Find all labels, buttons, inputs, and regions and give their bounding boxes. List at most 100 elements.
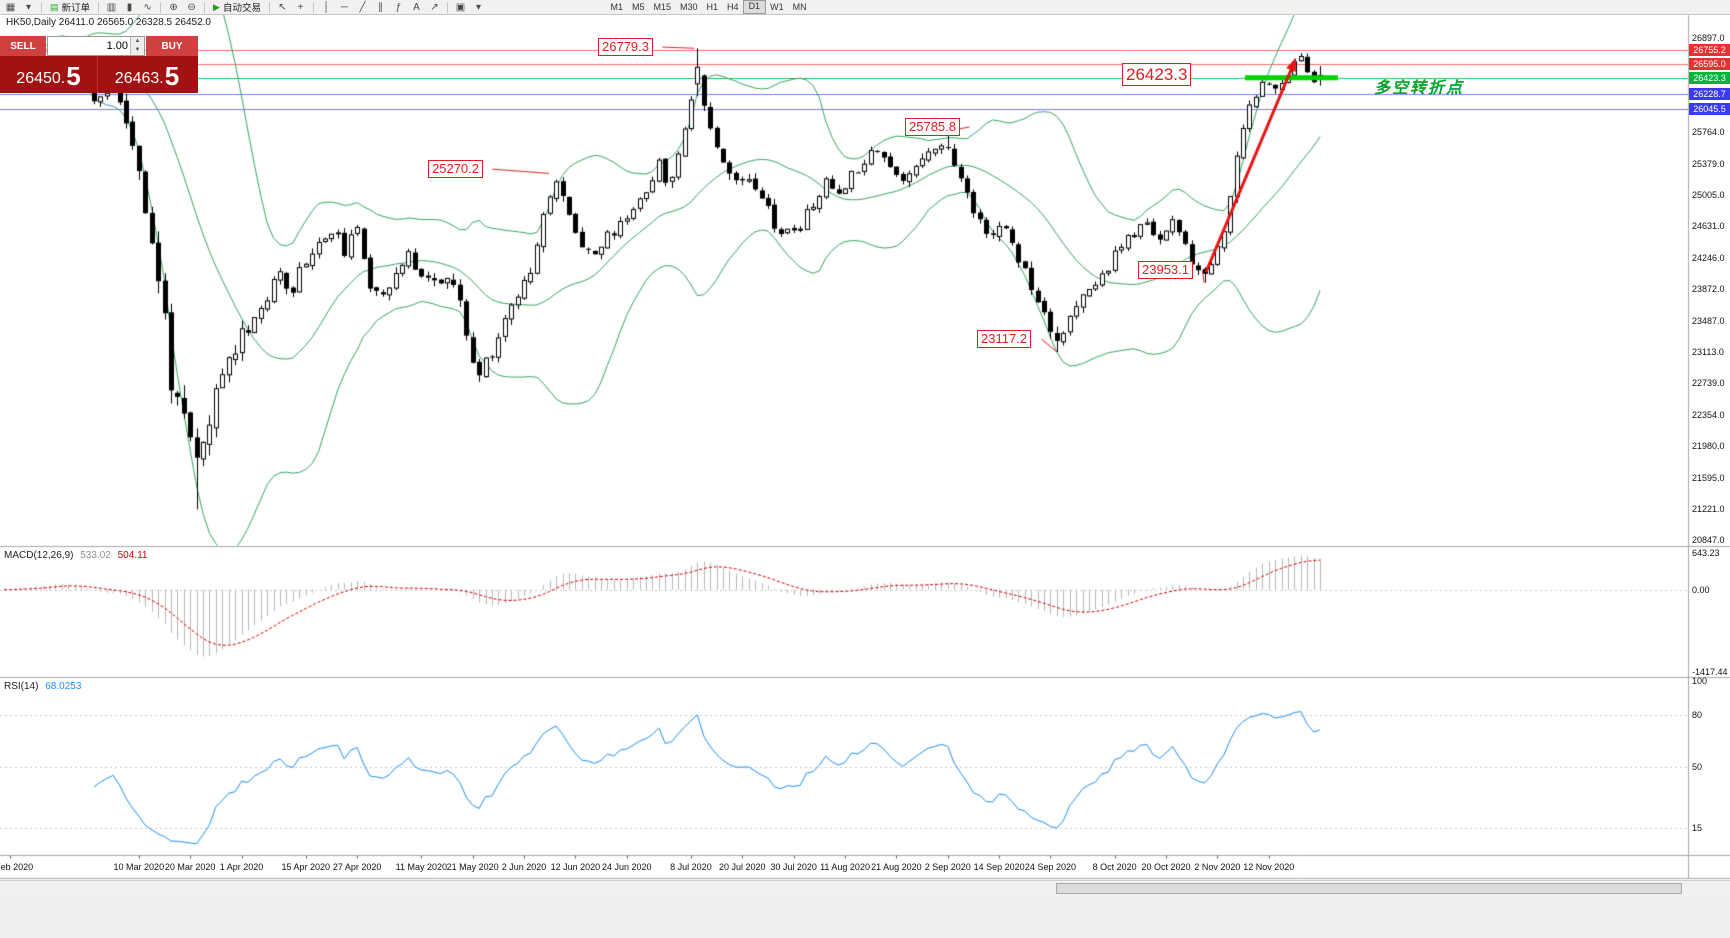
- volume-down-icon[interactable]: ▼: [131, 46, 144, 55]
- new-order-button[interactable]: ▤ 新订单: [46, 1, 94, 15]
- fibonacci-icon[interactable]: ƒ: [395, 1, 402, 13]
- rsi-axis-label: 50: [1692, 762, 1703, 772]
- chart-dropdown-icon[interactable]: ▾: [25, 1, 32, 13]
- cursor-icon[interactable]: ↖: [278, 1, 287, 13]
- toolbar-separator: [98, 1, 100, 13]
- price-axis-label: 25005.0: [1692, 190, 1725, 201]
- autotrading-button-label: 自动交易: [222, 3, 261, 14]
- buy-button[interactable]: BUY: [146, 36, 198, 56]
- price-axis-label: 24631.0: [1692, 221, 1725, 232]
- volume-input[interactable]: [48, 37, 130, 55]
- date-axis-label: 24 Sep 2020: [1024, 861, 1076, 872]
- date-axis-label: 8 Oct 2020: [1092, 861, 1137, 872]
- date-axis-label: 8 Jul 2020: [670, 861, 712, 872]
- date-axis-label: 2 Sep 2020: [924, 861, 971, 872]
- trendline-icon[interactable]: ╱: [359, 1, 366, 13]
- timeframe-m5[interactable]: M5: [631, 2, 645, 12]
- timeframe-m30[interactable]: M30: [680, 2, 698, 12]
- indicators-dropdown-icon[interactable]: ▾: [475, 1, 481, 13]
- price-axis-label: 23487.0: [1692, 316, 1725, 327]
- candlestick-chart-type-icon[interactable]: ▮: [126, 1, 133, 13]
- timeframe-m1[interactable]: M1: [610, 2, 623, 12]
- price-axis-label: 23113.0: [1692, 347, 1724, 358]
- date-axis-label: 12 Nov 2020: [1243, 861, 1295, 872]
- toolbar-separator: [268, 1, 270, 13]
- price-axis-label: 25764.0: [1692, 127, 1725, 138]
- price-callout: 26779.3: [598, 38, 653, 57]
- channel-icon[interactable]: ∥: [377, 1, 383, 13]
- zoom-in-icon[interactable]: ⊕: [169, 1, 178, 13]
- timeframe-h4[interactable]: H4: [727, 2, 739, 12]
- timeframe-h1[interactable]: H1: [706, 2, 719, 12]
- rsi-axis-label: 15: [1692, 822, 1703, 833]
- price-level-tag: 26595.0: [1689, 57, 1730, 70]
- price-level-tag: 26228.7: [1689, 87, 1730, 100]
- macd-axis-label: 0.00: [1692, 584, 1710, 595]
- vertical-line-icon[interactable]: │: [323, 1, 330, 13]
- rsi-axis-label: 80: [1692, 710, 1703, 721]
- date-axis-label: 11 May 2020: [395, 861, 447, 872]
- line-chart-type-icon[interactable]: ∿: [143, 1, 152, 13]
- symbol-ohlc-line: HK50,Daily 26411.0 26565.0 26328.5 26452…: [6, 17, 211, 28]
- date-axis-label: 21 May 2020: [446, 861, 499, 872]
- autotrading-button[interactable]: ▶ 自动交易: [209, 1, 265, 15]
- date-axis-label: 27 Apr 2020: [332, 861, 382, 872]
- macd-indicator-label: MACD(12,26,9) 533.02 504.11: [4, 550, 147, 561]
- indicators-icon[interactable]: ▣: [455, 1, 466, 13]
- macd-name: MACD(12,26,9): [4, 550, 74, 561]
- horizontal-scrollbar[interactable]: [0, 880, 1730, 896]
- price-axis-label: 21221.0: [1692, 504, 1725, 515]
- new-order-button-label: 新订单: [61, 3, 91, 14]
- new-chart-icon[interactable]: ▦: [5, 1, 16, 13]
- price-axis-label: 22739.0: [1692, 378, 1725, 389]
- text-label-icon[interactable]: A: [413, 1, 420, 13]
- crosshair-icon[interactable]: +: [297, 1, 304, 13]
- date-axis-label: 12 Jun 2020: [550, 861, 601, 872]
- volume-field: ▲ ▼: [47, 36, 145, 56]
- rsi-indicator-label: RSI(14) 68.0253: [4, 681, 81, 692]
- price-axis-label: 25379.0: [1692, 159, 1725, 170]
- macd-signal-value: 504.11: [117, 550, 148, 561]
- volume-up-icon[interactable]: ▲: [131, 37, 144, 46]
- buy-price-pip: 5: [164, 61, 180, 91]
- price-callout: 23953.1: [1138, 261, 1193, 280]
- date-axis-label: 20 Jul 2020: [719, 861, 766, 872]
- date-axis-label: 2 Jun 2020: [501, 861, 547, 872]
- toolbar-separator: [160, 1, 162, 13]
- sell-price[interactable]: 26450. 5: [0, 56, 98, 93]
- volume-spinner[interactable]: ▲ ▼: [130, 37, 144, 55]
- scrollbar-thumb[interactable]: [1056, 883, 1682, 894]
- buy-price[interactable]: 26463. 5: [98, 56, 196, 93]
- price-axis-label: 24246.0: [1692, 253, 1725, 264]
- date-axis-label: 30 Jul 2020: [770, 861, 817, 872]
- toolbar-separator: [41, 1, 42, 13]
- toolbar: ▦ ▾ ▤ 新订单 ▥ ▮ ∿ ⊕ ⊖ ▶ 自动交易 ↖ + │ ─ ╱ ∥ ƒ A ↗ ▣ ▾ M1 M5 M15 M30 H1 H…: [0, 0, 1730, 15]
- sell-price-pip: 5: [66, 61, 81, 91]
- timeframe-mn[interactable]: MN: [792, 2, 807, 12]
- chart-annotation-text: 多空转折点: [1374, 80, 1465, 97]
- date-axis-label: 21 Aug 2020: [871, 861, 922, 872]
- autotrading-play-icon: ▶: [213, 1, 220, 12]
- price-callout: 25270.2: [428, 160, 483, 179]
- timeframe-w1[interactable]: W1: [770, 2, 784, 12]
- price-level-tag: 26045.5: [1689, 103, 1730, 116]
- date-axis-label: 20 Mar 2020: [164, 861, 216, 872]
- horizontal-line-icon[interactable]: ─: [340, 1, 349, 13]
- price-axis-label: 21595.0: [1692, 473, 1725, 484]
- timeframe-m15[interactable]: M15: [653, 2, 672, 12]
- timeframe-d1[interactable]: D1: [743, 0, 766, 14]
- date-axis-label: 7 Feb 2020: [0, 861, 34, 872]
- date-axis-label: 1 Apr 2020: [219, 861, 264, 872]
- one-click-trade-panel: SELL ▲ ▼ BUY 26450. 5 26463. 5: [0, 36, 198, 93]
- sell-button[interactable]: SELL: [0, 36, 46, 56]
- price-level-tag: 26423.3: [1689, 71, 1730, 84]
- toolbar-separator: [204, 1, 206, 13]
- date-axis-label: 11 Aug 2020: [820, 861, 870, 872]
- price-axis-label: 21980.0: [1692, 441, 1725, 452]
- price-axis-label: 22354.0: [1692, 410, 1725, 421]
- arrow-tool-icon[interactable]: ↗: [430, 1, 439, 13]
- bar-chart-type-icon[interactable]: ▥: [106, 1, 117, 13]
- zoom-out-icon[interactable]: ⊖: [187, 1, 196, 13]
